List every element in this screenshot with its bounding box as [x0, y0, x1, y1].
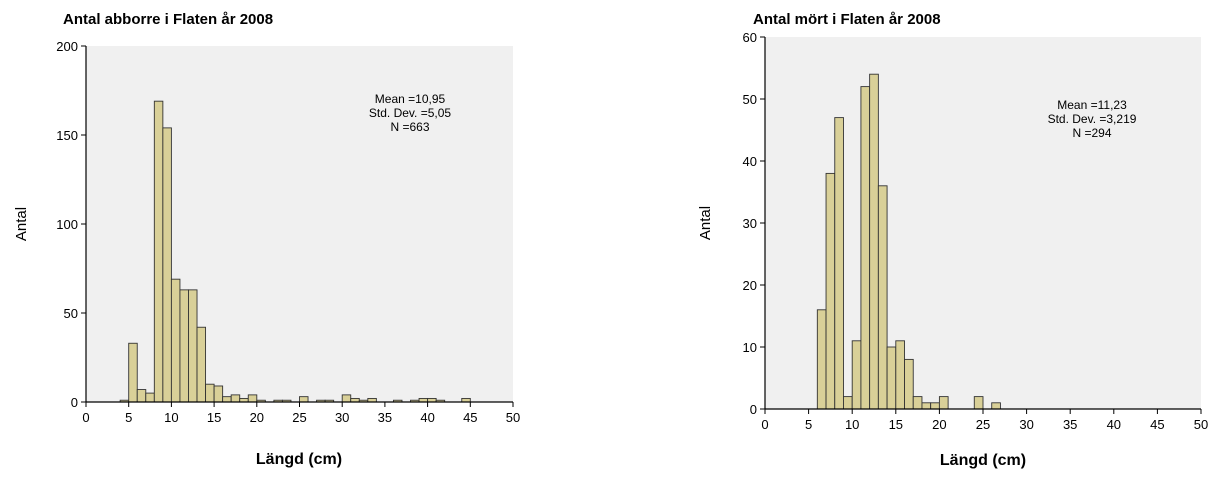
x-tick-label: 0 — [82, 410, 89, 425]
x-axis-title: Längd (cm) — [940, 452, 1026, 469]
y-axis-title: Antal — [697, 206, 714, 240]
histogram-bar — [222, 396, 232, 403]
histogram-bar — [196, 326, 207, 403]
x-tick-label: 25 — [976, 417, 990, 432]
histogram-bar — [904, 358, 914, 410]
histogram-bar — [170, 278, 181, 403]
x-tick-label: 0 — [761, 417, 768, 432]
y-tick-label: 30 — [743, 216, 757, 231]
histogram-mort-svg: Antal mört i Flaten år 2008 0 5 10 15 20 25 30… — [697, 11, 1208, 469]
histogram-bar — [921, 402, 932, 410]
y-axis-title: Antal — [13, 207, 30, 241]
x-tick-label: 15 — [889, 417, 903, 432]
y-tick-label: 40 — [743, 154, 757, 169]
histogram-bar — [877, 185, 888, 410]
histogram-bar — [188, 289, 198, 403]
histogram-bar — [213, 385, 224, 403]
plot-area — [86, 46, 513, 402]
histogram-bar — [991, 402, 1001, 410]
y-tick-label: 150 — [56, 128, 78, 143]
x-tick-label: 45 — [463, 410, 477, 425]
histogram-bar — [843, 396, 853, 410]
histogram-bar — [869, 73, 879, 410]
x-tick-label: 30 — [1019, 417, 1033, 432]
histogram-bar — [179, 289, 189, 403]
x-tick-label: 5 — [125, 410, 132, 425]
histogram-bar — [136, 389, 147, 403]
histogram-mort: Antal mört i Flaten år 2008 0 5 10 15 20 25 30… — [680, 0, 1214, 475]
x-tick-label: 50 — [506, 410, 520, 425]
x-tick-label: 5 — [805, 417, 812, 432]
histogram-bar — [299, 396, 309, 403]
histogram-bar — [851, 340, 862, 410]
x-tick-label: 20 — [932, 417, 946, 432]
histogram-bar — [247, 394, 258, 403]
histogram-bar — [895, 340, 905, 410]
y-tick-label: 60 — [743, 30, 757, 45]
stat-mean: Mean =10,95 — [375, 92, 446, 106]
histogram-bar — [153, 100, 164, 403]
x-tick-label: 15 — [207, 410, 221, 425]
histogram-bar — [860, 86, 871, 410]
x-tick-label: 10 — [845, 417, 859, 432]
x-tick-label: 25 — [292, 410, 306, 425]
x-tick-label: 35 — [378, 410, 392, 425]
histogram-bar — [834, 117, 844, 410]
histogram-bar — [816, 309, 827, 410]
histogram-bar — [825, 172, 836, 410]
x-tick-label: 20 — [250, 410, 264, 425]
histogram-bar — [912, 396, 923, 410]
stat-n: N =663 — [390, 120, 429, 134]
y-tick-label: 50 — [64, 306, 78, 321]
y-tick-label: 20 — [743, 278, 757, 293]
y-tick-label: 50 — [743, 92, 757, 107]
histogram-abborre: Antal abborre i Flaten år 2008 0 5 10 15 20 2… — [0, 0, 560, 475]
x-tick-label: 40 — [420, 410, 434, 425]
histogram-bar — [230, 394, 241, 403]
y-tick-label: 200 — [56, 39, 78, 54]
stat-mean: Mean =11,23 — [1057, 98, 1127, 112]
x-axis-title: Längd (cm) — [256, 451, 342, 468]
y-tick-label: 0 — [750, 402, 757, 417]
y-tick-label: 100 — [56, 217, 78, 232]
histogram-bar — [930, 402, 940, 410]
x-tick-label: 10 — [164, 410, 178, 425]
histogram-bar — [162, 127, 172, 403]
histogram-bar — [938, 396, 949, 410]
y-tick-label: 10 — [743, 340, 757, 355]
chart-title: Antal abborre i Flaten år 2008 — [63, 11, 273, 28]
histogram-bar — [145, 392, 155, 403]
x-tick-label: 50 — [1194, 417, 1208, 432]
histogram-bar — [128, 342, 138, 403]
x-tick-label: 30 — [335, 410, 349, 425]
x-tick-label: 40 — [1107, 417, 1121, 432]
y-tick-label: 0 — [71, 395, 78, 410]
stat-n: N =294 — [1072, 126, 1111, 140]
stat-std-dev: Std. Dev. =3,219 — [1048, 112, 1137, 126]
histogram-abborre-svg: Antal abborre i Flaten år 2008 0 5 10 15 20 2… — [13, 11, 520, 468]
histogram-bar — [886, 346, 897, 410]
stat-std-dev: Std. Dev. =5,05 — [369, 106, 451, 120]
x-tick-label: 35 — [1063, 417, 1077, 432]
chart-title: Antal mört i Flaten år 2008 — [753, 11, 941, 28]
histogram-bar — [973, 396, 984, 410]
histogram-bar — [341, 394, 352, 403]
histogram-bar — [205, 383, 215, 403]
x-tick-label: 45 — [1150, 417, 1164, 432]
